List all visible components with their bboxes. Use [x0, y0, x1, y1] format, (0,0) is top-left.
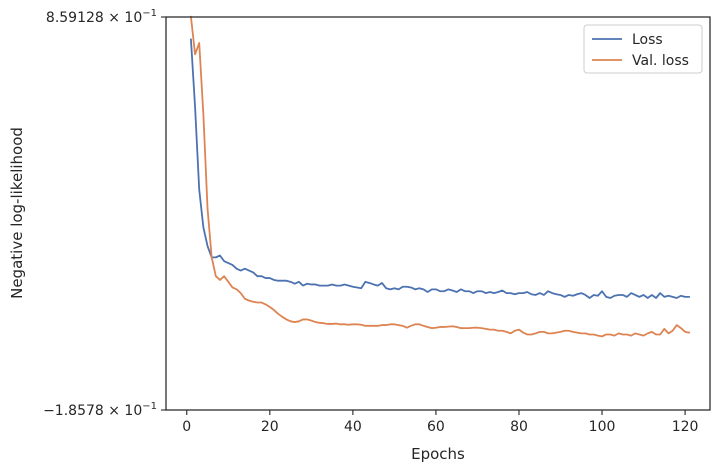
y-axis-label: Negative log-likelihood: [8, 127, 26, 299]
x-tick-label: 20: [261, 419, 279, 435]
x-tick-label: 60: [427, 419, 445, 435]
plot-area: [166, 17, 710, 410]
plot-frame: [165, 16, 711, 411]
series-line-loss: [190, 38, 691, 299]
y-tick-label-top: 8.59128 × 10−1: [46, 8, 157, 26]
x-axis-label: Epochs: [411, 445, 465, 463]
series-line-val-loss: [190, 15, 691, 338]
x-tick-label: 120: [672, 419, 699, 435]
x-tick-label: 40: [344, 419, 362, 435]
legend-label-val-loss: Val. loss: [632, 53, 689, 69]
series-layer: [190, 15, 691, 338]
x-tick-label: 80: [510, 419, 528, 435]
y-axis-ticks: 8.59128 × 10−1 −1.8578 × 10−1: [43, 8, 166, 419]
legend-label-loss: Loss: [632, 32, 663, 48]
legend-box: [583, 24, 703, 74]
x-axis-ticks: 0 20 40 60 80 100 120: [182, 410, 698, 435]
x-tick-label: 100: [589, 419, 616, 435]
legend: Loss Val. loss: [583, 24, 703, 74]
x-tick-label: 0: [182, 419, 191, 435]
y-tick-label-bottom: −1.8578 × 10−1: [43, 401, 157, 419]
